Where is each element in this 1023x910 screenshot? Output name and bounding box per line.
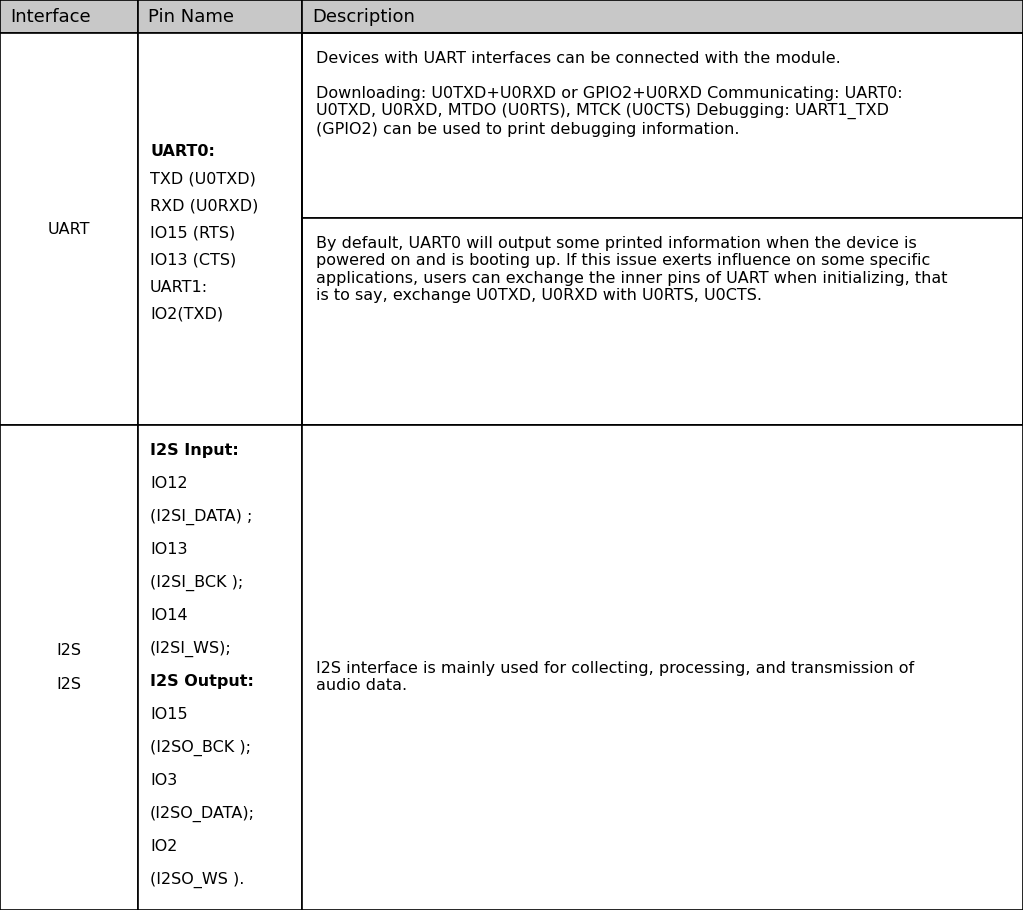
Text: I2S interface is mainly used for collecting, processing, and transmission of
aud: I2S interface is mainly used for collect…: [316, 661, 915, 693]
Text: IO2(TXD): IO2(TXD): [150, 307, 223, 321]
Bar: [302, 0, 1023, 33]
Bar: [138, 33, 302, 425]
Bar: [302, 33, 1023, 218]
Text: IO2: IO2: [150, 839, 177, 854]
Text: (I2SI_BCK );: (I2SI_BCK );: [150, 575, 243, 592]
Text: IO13: IO13: [150, 542, 187, 557]
Text: I2S Input:: I2S Input:: [150, 443, 238, 458]
Bar: [0, 33, 138, 425]
Text: UART0:: UART0:: [150, 145, 215, 159]
Text: (I2SI_WS);: (I2SI_WS);: [150, 641, 232, 657]
Bar: [302, 425, 1023, 910]
Text: IO15 (RTS): IO15 (RTS): [150, 226, 235, 240]
Bar: [138, 425, 302, 910]
Text: Pin Name: Pin Name: [148, 7, 234, 25]
Text: (I2SI_DATA) ;: (I2SI_DATA) ;: [150, 509, 253, 525]
Text: (I2SO_BCK );: (I2SO_BCK );: [150, 740, 251, 756]
Text: (I2SO_WS ).: (I2SO_WS ).: [150, 872, 244, 888]
Bar: [302, 218, 1023, 425]
Text: IO15: IO15: [150, 707, 187, 722]
Bar: [138, 0, 302, 33]
Text: UART: UART: [48, 221, 90, 237]
Bar: [302, 33, 1023, 425]
Text: I2S

I2S: I2S I2S: [56, 642, 82, 693]
Text: Description: Description: [312, 7, 415, 25]
Text: Interface: Interface: [10, 7, 91, 25]
Text: IO14: IO14: [150, 608, 187, 623]
Text: Devices with UART interfaces can be connected with the module.

Downloading: U0T: Devices with UART interfaces can be conn…: [316, 51, 902, 136]
Text: By default, UART0 will output some printed information when the device is
powere: By default, UART0 will output some print…: [316, 236, 947, 303]
Text: I2S Output:: I2S Output:: [150, 674, 254, 689]
Text: TXD (U0TXD): TXD (U0TXD): [150, 171, 256, 187]
Text: UART1:: UART1:: [150, 279, 208, 295]
Text: IO12: IO12: [150, 476, 187, 491]
Text: RXD (U0RXD): RXD (U0RXD): [150, 198, 259, 214]
Text: (I2SO_DATA);: (I2SO_DATA);: [150, 806, 255, 823]
Bar: [0, 0, 138, 33]
Text: IO13 (CTS): IO13 (CTS): [150, 252, 236, 268]
Text: IO3: IO3: [150, 773, 177, 788]
Bar: [0, 425, 138, 910]
